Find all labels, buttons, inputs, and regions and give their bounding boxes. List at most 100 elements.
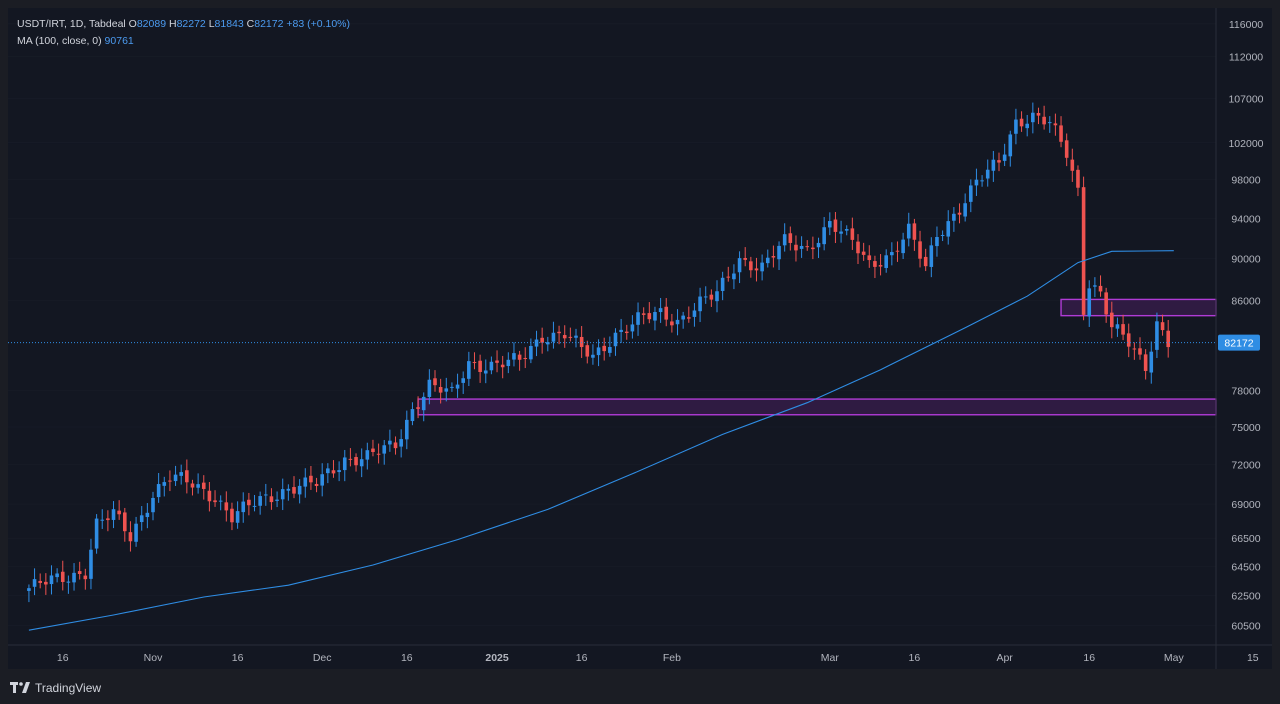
candle-body <box>839 231 843 234</box>
candle <box>264 483 268 506</box>
candle <box>1098 275 1103 297</box>
candle-body <box>906 223 911 239</box>
candle <box>1115 317 1120 337</box>
candle-body <box>675 319 680 325</box>
candle-body <box>489 361 494 371</box>
price-tick-label: 69000 <box>1231 499 1260 511</box>
candle <box>579 326 584 358</box>
candle-body <box>269 496 274 503</box>
candle-body <box>241 501 246 513</box>
candle <box>895 241 900 262</box>
candle-body <box>201 482 206 489</box>
price-tick-label: 107000 <box>1228 94 1263 106</box>
candle-body <box>878 265 883 267</box>
price-axis[interactable]: 116000 112000 107000 102000 98000 94000 90000 8… <box>1228 19 1263 633</box>
candle-body <box>816 242 821 248</box>
candle-body <box>884 255 888 268</box>
candle <box>856 234 860 264</box>
candle-body <box>1115 324 1120 329</box>
time-tick-label: Nov <box>144 652 163 664</box>
candle <box>314 477 319 493</box>
time-tick-label: 16 <box>576 652 588 664</box>
time-tick-label: 16 <box>401 652 413 664</box>
candle-body <box>585 345 590 357</box>
candle <box>692 303 697 327</box>
candle <box>173 465 178 486</box>
candle <box>388 429 392 452</box>
candle <box>472 352 477 370</box>
candle-body <box>737 258 742 273</box>
ma-label[interactable]: MA (100, close, 0) <box>17 35 102 47</box>
candle <box>467 351 471 386</box>
candle <box>974 168 979 196</box>
candle-body <box>106 518 110 521</box>
candle-body <box>303 477 308 487</box>
price-zone[interactable] <box>417 398 1217 416</box>
candle-body <box>788 233 793 243</box>
candle <box>568 327 573 342</box>
candle <box>946 210 951 245</box>
candle <box>670 313 674 333</box>
candle <box>591 344 595 365</box>
chart-area[interactable]: 116000 112000 107000 102000 98000 94000 90000 8… <box>8 8 1272 669</box>
time-tick-label: 16 <box>909 652 921 664</box>
candle <box>1081 176 1086 321</box>
candle-body <box>867 255 872 261</box>
candle-body <box>974 179 979 186</box>
demand-supply-zones[interactable] <box>417 298 1217 416</box>
candle-body <box>196 484 200 488</box>
candle <box>49 565 54 595</box>
candle <box>890 242 894 266</box>
candle <box>918 230 922 268</box>
candle-body <box>314 483 319 486</box>
candle <box>66 575 71 594</box>
time-tick-label: 15 <box>1247 652 1259 664</box>
candle-body <box>207 490 212 502</box>
candle-body <box>297 485 302 495</box>
candle <box>1110 301 1114 339</box>
candle-body <box>247 499 251 506</box>
candle-body <box>771 256 776 258</box>
candle <box>32 568 37 596</box>
open-label: O <box>128 18 137 30</box>
candle <box>969 179 973 213</box>
candle <box>540 327 544 354</box>
candle <box>269 488 274 510</box>
symbol-legend[interactable]: USDT/IRT, 1D, Tabdeal O82089 H82272 L818… <box>17 18 350 30</box>
candle-body <box>427 379 432 397</box>
candle <box>912 218 917 251</box>
price-chart[interactable]: 116000 112000 107000 102000 98000 94000 90000 8… <box>8 8 1272 669</box>
candle <box>512 342 516 367</box>
candle <box>1008 130 1013 167</box>
candle-body <box>365 450 370 460</box>
candle <box>489 356 494 375</box>
candle <box>940 230 945 242</box>
candle <box>89 538 93 590</box>
candle-body <box>320 474 324 486</box>
candle-body <box>1081 187 1086 315</box>
candle-body <box>1121 324 1125 335</box>
candle <box>687 306 691 323</box>
change-value: +83 (+0.10%) <box>286 18 351 30</box>
candle-body <box>89 549 93 579</box>
last-price-tag: 82172 <box>1218 334 1260 351</box>
candle-body <box>940 234 945 236</box>
ma-value: 90761 <box>104 35 134 47</box>
candle-body <box>602 345 606 352</box>
price-tick-label: 64500 <box>1231 561 1260 573</box>
candle-body <box>963 203 967 217</box>
candle <box>128 521 133 552</box>
candle-body <box>100 519 105 521</box>
candle <box>765 249 770 268</box>
candle <box>534 330 539 357</box>
candle-body <box>410 409 415 422</box>
time-axis[interactable]: 16 Nov 16 Dec 16 2025 16 Feb Mar 16 Apr 16 May 15 <box>57 652 1259 664</box>
candle <box>732 264 736 290</box>
indicator-legend[interactable]: MA (100, close, 0) 90761 <box>17 35 134 47</box>
price-tick-label: 86000 <box>1231 295 1260 307</box>
candle-body <box>438 386 443 393</box>
candle-body <box>630 324 635 332</box>
candle-body <box>348 458 353 460</box>
candle <box>382 439 387 465</box>
symbol-name[interactable]: USDT/IRT, 1D, Tabdeal <box>17 18 126 30</box>
